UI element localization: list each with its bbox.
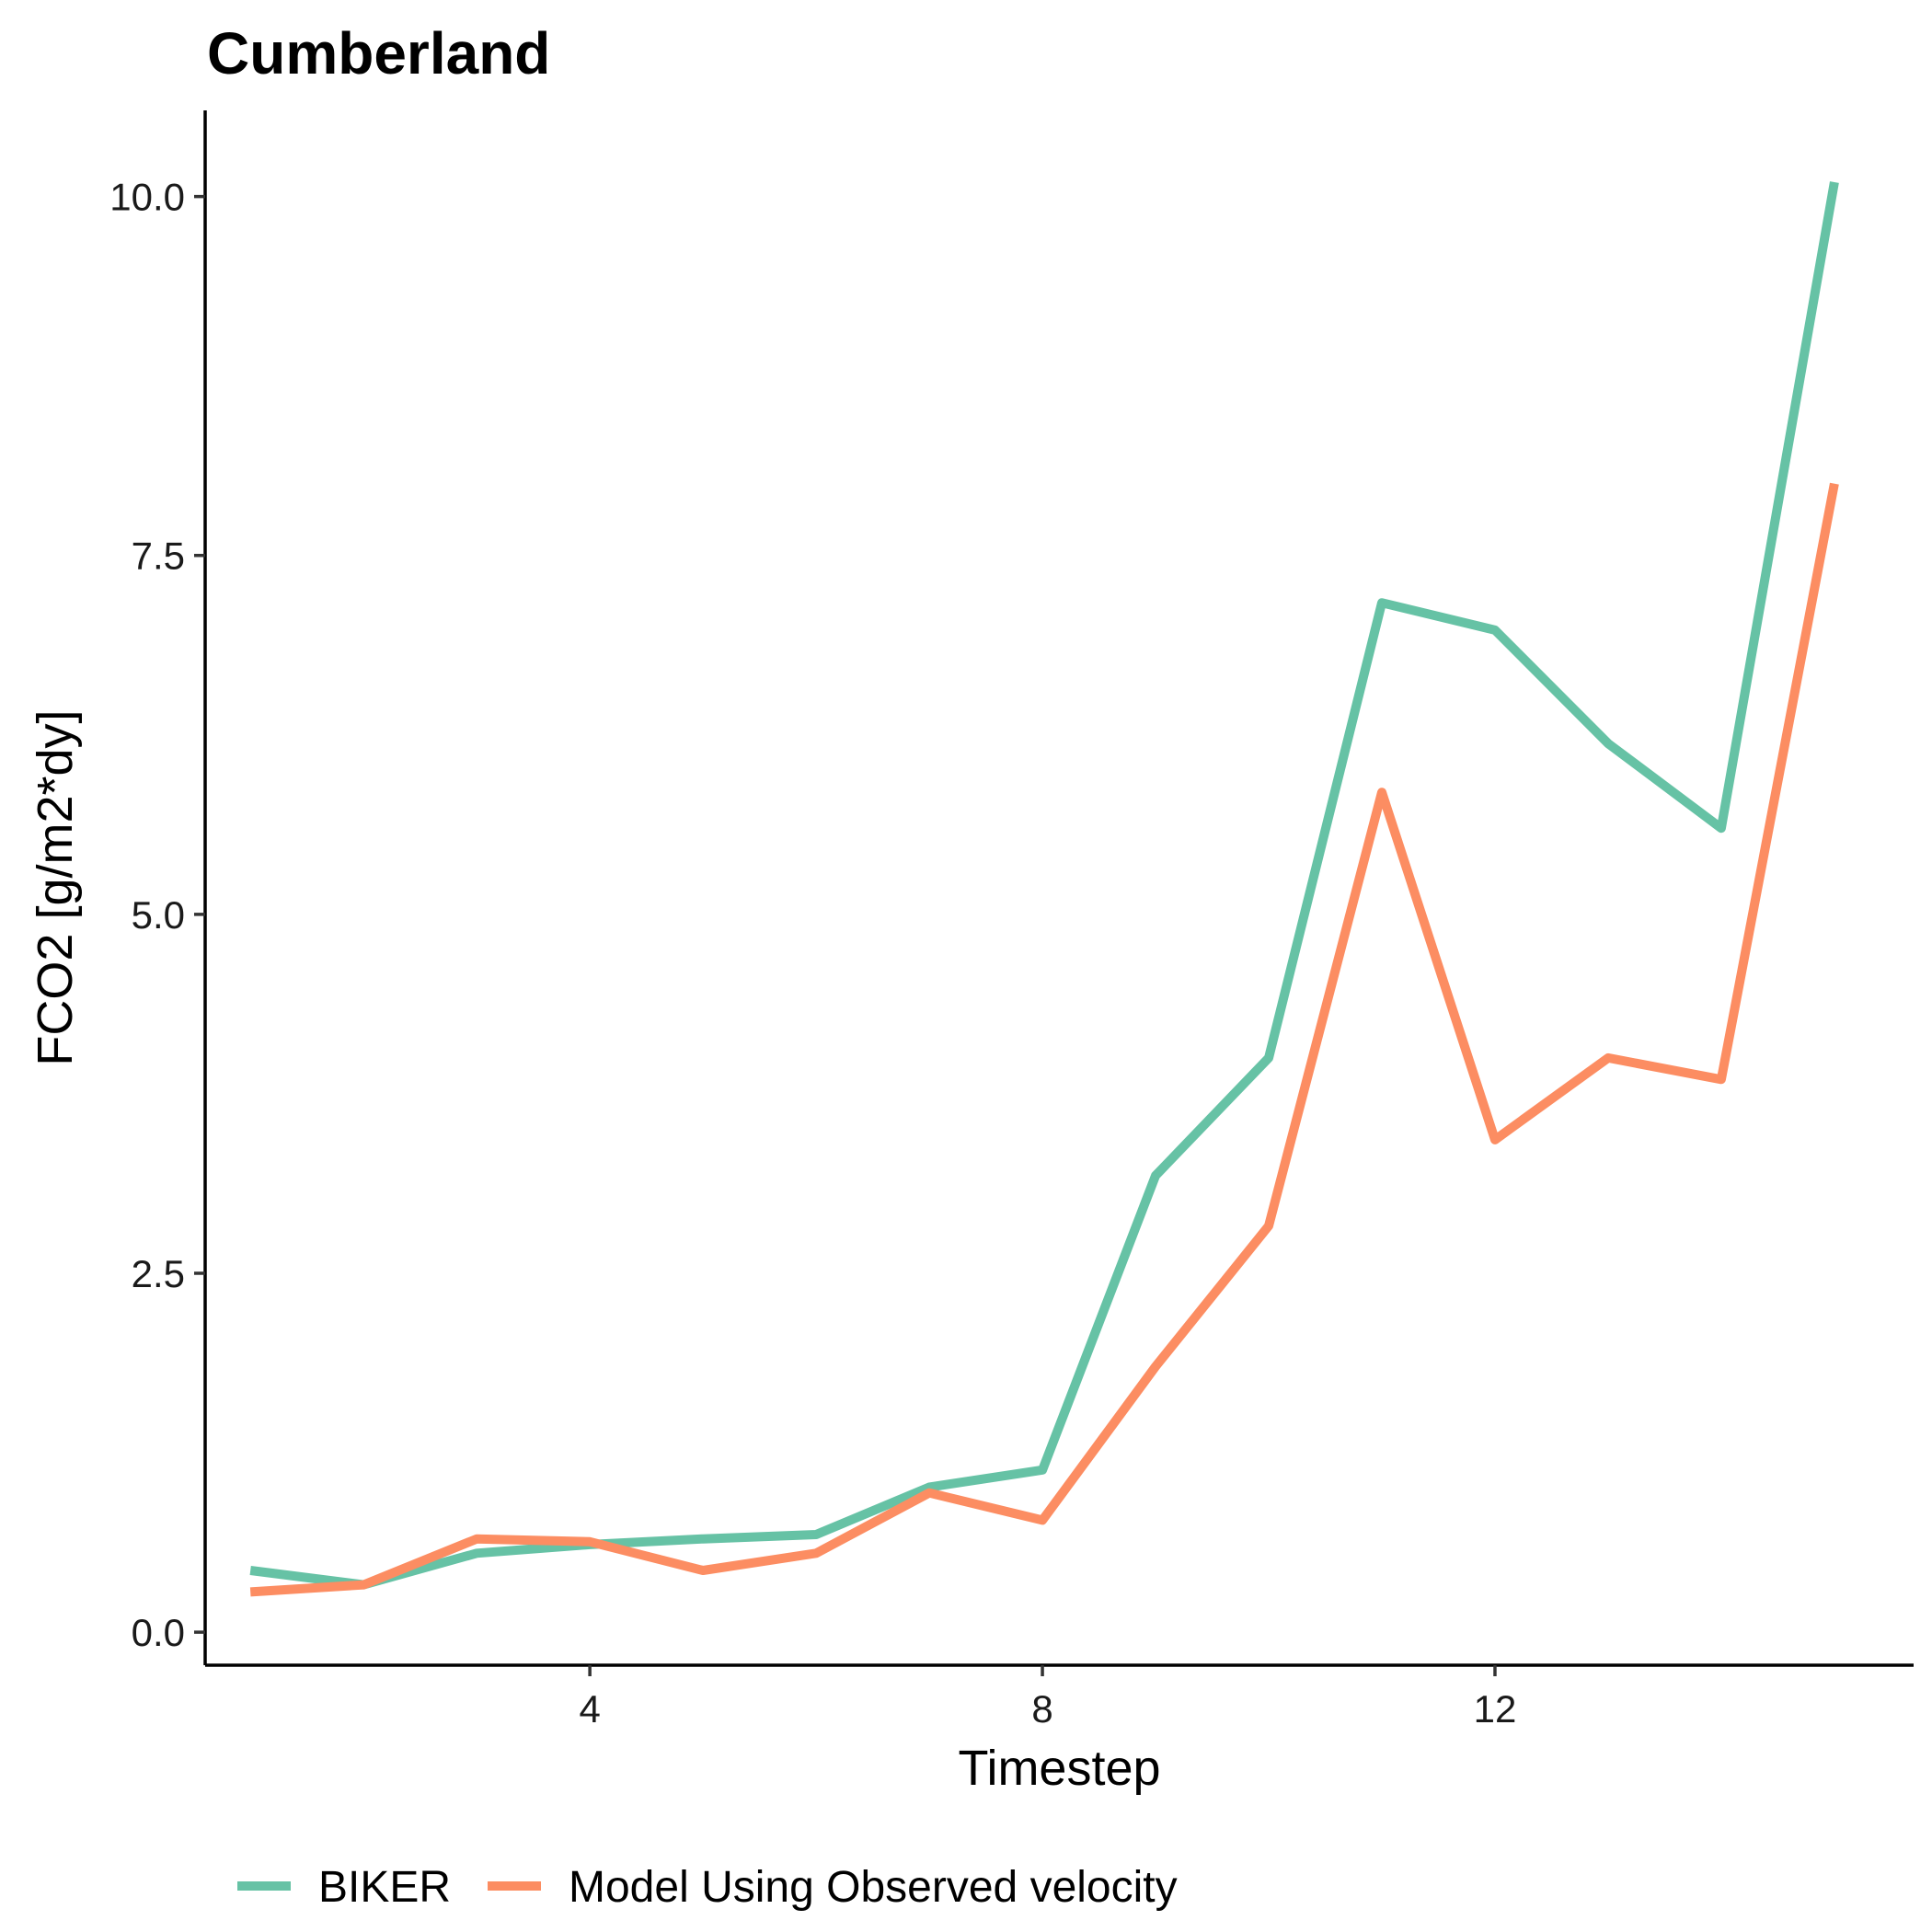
chart-title: Cumberland [207,20,550,86]
x-axis-ticks: 4 8 12 [579,1665,1516,1731]
x-axis-title: Timestep [958,1741,1160,1796]
x-tick-label: 12 [1474,1687,1517,1731]
y-tick-label: 0.0 [132,1611,185,1654]
y-axis-ticks: 0.0 2.5 5.0 7.5 10.0 [109,176,205,1654]
y-axis-title: FCO2 [g/m2*dy] [28,709,83,1065]
y-tick-label: 10.0 [109,176,185,219]
legend: BIKER Model Using Observed velocity [237,1863,1178,1912]
y-tick-label: 5.0 [132,893,185,937]
x-tick-label: 8 [1031,1687,1052,1731]
legend-label-biker: BIKER [318,1863,451,1912]
series-line-model-observed-velocity [249,482,1839,1597]
y-tick-label: 7.5 [132,535,185,578]
series-line-biker [249,181,1839,1590]
y-tick-label: 2.5 [132,1252,185,1295]
legend-label-model-observed-velocity: Model Using Observed velocity [569,1863,1178,1912]
plot-area [249,181,1839,1597]
x-tick-label: 4 [579,1687,600,1731]
